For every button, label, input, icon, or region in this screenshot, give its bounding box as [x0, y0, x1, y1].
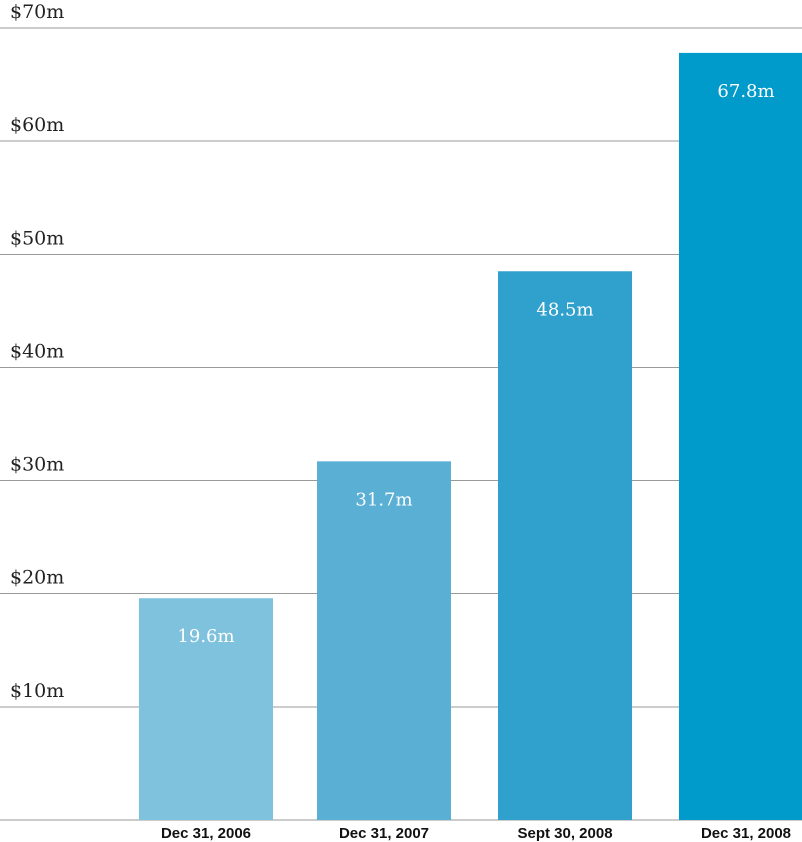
bar-4 [679, 52, 802, 821]
bars [139, 52, 802, 821]
data-labels: 19.6m 31.7m 48.5m 67.8m [177, 81, 774, 647]
y-tick-label: $70m [10, 1, 64, 23]
bar-value-label: 19.6m [177, 626, 234, 647]
x-category-label: Dec 31, 2006 [161, 825, 251, 842]
y-axis-ticks: $10m $20m $30m $40m $50m $60m $70m [10, 1, 64, 702]
y-tick-label: $10m [10, 680, 64, 702]
bar-value-label: 67.8m [717, 81, 774, 102]
x-axis-ticks: Dec 31, 2006 Dec 31, 2007 Sept 30, 2008 Dec… [161, 825, 791, 842]
bar-1 [139, 598, 273, 820]
x-category-label: Dec 31, 2007 [339, 825, 429, 842]
y-tick-label: $60m [10, 114, 64, 136]
bar-value-label: 48.5m [536, 299, 593, 320]
y-tick-label: $20m [10, 567, 64, 589]
bar-2 [317, 461, 451, 820]
y-tick-label: $50m [10, 227, 64, 249]
y-tick-label: $40m [10, 340, 64, 362]
y-tick-label: $30m [10, 454, 64, 476]
x-category-label: Dec 31, 2008 [701, 825, 791, 842]
x-category-label: Sept 30, 2008 [517, 825, 612, 842]
bar-3 [498, 271, 632, 820]
bar-value-label: 31.7m [355, 489, 412, 510]
